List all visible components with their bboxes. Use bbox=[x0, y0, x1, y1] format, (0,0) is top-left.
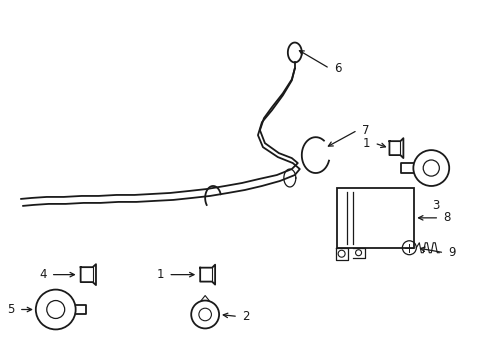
Text: 6: 6 bbox=[334, 62, 341, 75]
Text: 3: 3 bbox=[433, 199, 440, 212]
Text: 1: 1 bbox=[157, 268, 164, 281]
Text: 9: 9 bbox=[448, 246, 456, 259]
Text: 7: 7 bbox=[362, 124, 369, 137]
Text: 5: 5 bbox=[7, 303, 15, 316]
Bar bbox=[337, 188, 415, 248]
Text: 4: 4 bbox=[39, 268, 47, 281]
Text: 1: 1 bbox=[363, 137, 370, 150]
Text: 2: 2 bbox=[242, 310, 249, 323]
Text: 8: 8 bbox=[443, 211, 451, 224]
